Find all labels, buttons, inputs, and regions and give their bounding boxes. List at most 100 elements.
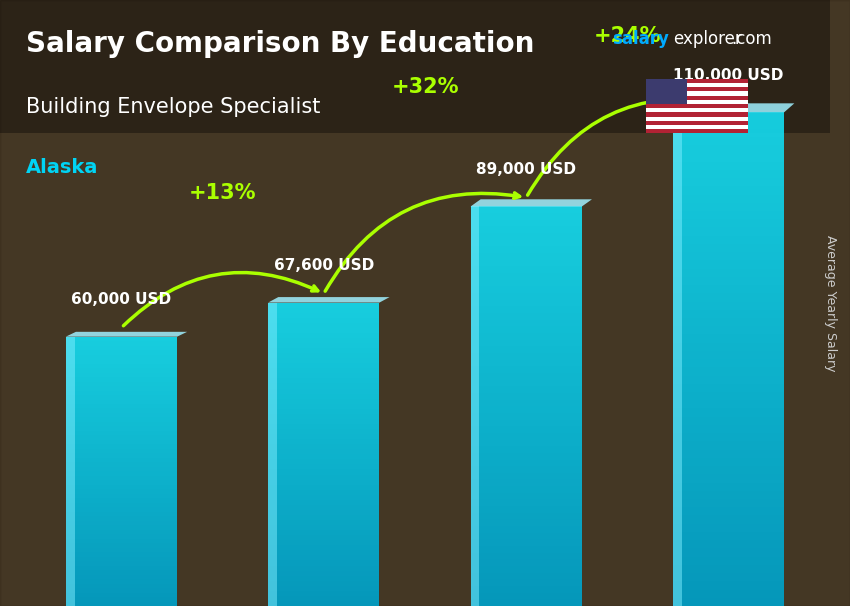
- Bar: [471, 573, 582, 579]
- Polygon shape: [673, 104, 795, 112]
- Bar: [268, 479, 379, 485]
- Text: Salary Comparison By Education: Salary Comparison By Education: [26, 30, 534, 58]
- Bar: [673, 293, 785, 302]
- Bar: [65, 418, 177, 422]
- Bar: [471, 393, 582, 399]
- Bar: [65, 494, 177, 498]
- Text: Average Yearly Salary: Average Yearly Salary: [824, 235, 837, 371]
- Bar: [65, 431, 177, 436]
- Bar: [471, 406, 582, 413]
- Bar: [65, 561, 177, 565]
- Bar: [471, 473, 582, 479]
- Bar: [268, 550, 379, 556]
- Bar: [268, 393, 379, 399]
- Bar: [646, 83, 748, 87]
- Bar: [268, 302, 277, 606]
- Bar: [673, 425, 785, 433]
- Bar: [65, 462, 177, 467]
- Bar: [673, 417, 785, 425]
- Bar: [646, 108, 748, 112]
- Bar: [65, 386, 177, 390]
- Bar: [268, 308, 379, 313]
- Bar: [268, 459, 379, 464]
- Bar: [65, 471, 177, 476]
- Bar: [646, 96, 748, 100]
- Bar: [673, 408, 785, 417]
- Polygon shape: [65, 332, 187, 337]
- Bar: [65, 489, 177, 494]
- Bar: [471, 346, 582, 353]
- Bar: [471, 300, 582, 307]
- Bar: [268, 333, 379, 338]
- Bar: [471, 586, 582, 593]
- Bar: [471, 273, 582, 280]
- Bar: [471, 359, 582, 366]
- Bar: [673, 581, 785, 590]
- Text: 67,600 USD: 67,600 USD: [274, 258, 374, 273]
- Bar: [471, 280, 582, 287]
- Bar: [471, 220, 582, 227]
- Bar: [673, 351, 785, 359]
- Bar: [673, 195, 785, 203]
- Bar: [471, 453, 582, 459]
- Bar: [268, 414, 379, 419]
- Bar: [268, 368, 379, 373]
- Bar: [268, 485, 379, 490]
- Bar: [673, 516, 785, 524]
- Bar: [471, 233, 582, 240]
- Bar: [65, 534, 177, 539]
- Bar: [673, 590, 785, 598]
- Bar: [673, 433, 785, 441]
- Bar: [268, 581, 379, 586]
- Bar: [673, 482, 785, 491]
- Bar: [471, 267, 582, 273]
- Bar: [471, 439, 582, 446]
- Bar: [65, 539, 177, 543]
- Bar: [673, 458, 785, 466]
- Bar: [673, 211, 785, 219]
- Bar: [268, 571, 379, 576]
- Bar: [65, 476, 177, 481]
- Bar: [673, 236, 785, 244]
- Bar: [471, 593, 582, 599]
- Bar: [646, 79, 687, 104]
- Bar: [673, 121, 785, 128]
- Bar: [471, 386, 582, 393]
- Bar: [471, 207, 582, 213]
- Bar: [65, 458, 177, 462]
- Bar: [471, 413, 582, 419]
- Bar: [268, 586, 379, 591]
- Bar: [471, 486, 582, 493]
- Bar: [268, 474, 379, 479]
- Bar: [673, 244, 785, 252]
- Bar: [471, 227, 582, 233]
- Text: +24%: +24%: [593, 26, 661, 46]
- Bar: [268, 494, 379, 500]
- Bar: [268, 328, 379, 333]
- Bar: [471, 339, 582, 346]
- Bar: [65, 530, 177, 534]
- Bar: [65, 467, 177, 471]
- Bar: [65, 377, 177, 382]
- Bar: [673, 186, 785, 195]
- Bar: [673, 335, 785, 342]
- Bar: [268, 313, 379, 318]
- Bar: [673, 441, 785, 450]
- Bar: [673, 203, 785, 211]
- Bar: [65, 593, 177, 597]
- Bar: [471, 579, 582, 586]
- Bar: [268, 404, 379, 409]
- Bar: [471, 373, 582, 379]
- Bar: [268, 541, 379, 545]
- Bar: [471, 546, 582, 553]
- Text: 60,000 USD: 60,000 USD: [71, 293, 172, 307]
- Bar: [673, 277, 785, 285]
- Bar: [65, 345, 177, 350]
- Bar: [673, 392, 785, 400]
- Bar: [673, 318, 785, 326]
- Bar: [268, 545, 379, 550]
- Bar: [673, 162, 785, 170]
- Text: .com: .com: [731, 30, 772, 48]
- Bar: [65, 503, 177, 507]
- Bar: [673, 532, 785, 540]
